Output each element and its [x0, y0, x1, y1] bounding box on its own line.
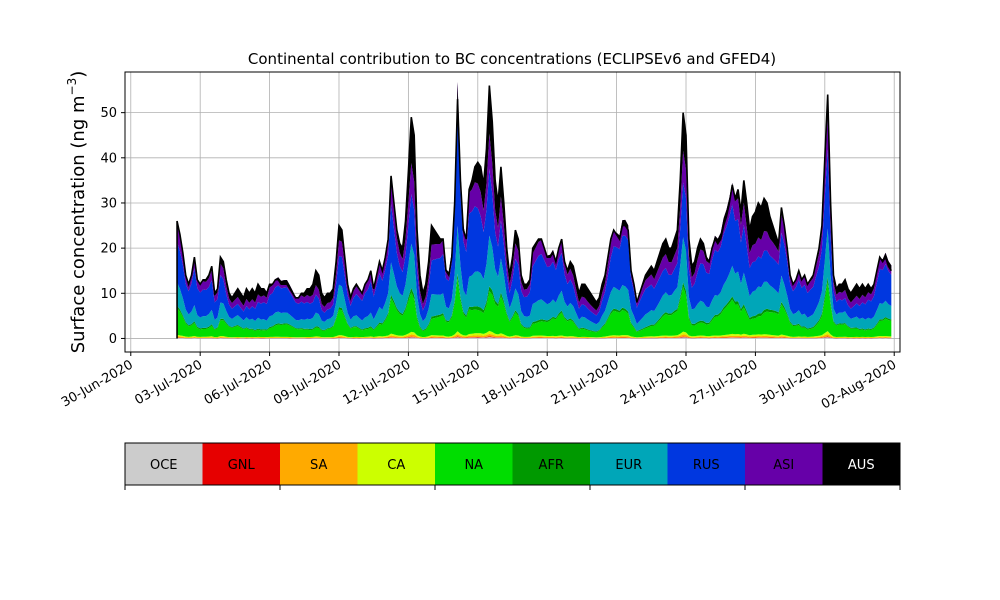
x-tick-label: 18-Jul-2020: [479, 357, 552, 408]
x-tick-label: 09-Jul-2020: [271, 357, 344, 408]
area-ca: [177, 330, 892, 338]
y-axis-ticks: 0 10 20 30 40 50: [100, 106, 125, 347]
y-tick-label: 20: [100, 242, 117, 257]
x-tick-label: 27-Jul-2020: [688, 357, 761, 408]
stacked-areas: [177, 82, 892, 339]
legend-label-oce: OCE: [150, 458, 178, 473]
legend-colorbar: OCE GNL SA CA NA AFR EUR RUS ASI AUS: [124, 442, 901, 490]
x-tick-label: 15-Jul-2020: [410, 357, 483, 408]
y-tick-label: 40: [100, 151, 117, 166]
legend-swatch-oce: [125, 443, 203, 485]
area-gnl: [177, 336, 892, 339]
y-tick-label: 10: [100, 287, 117, 302]
legend-label-asi: ASI: [773, 458, 794, 473]
x-axis-ticks: 30-Jun-202003-Jul-202006-Jul-202009-Jul-…: [59, 352, 899, 413]
area-oce: [177, 337, 892, 339]
y-axis-label: Surface concentration (ng m−3): [65, 71, 89, 354]
x-tick-label: 03-Jul-2020: [132, 357, 205, 408]
legend-swatch-na: [435, 443, 513, 485]
x-tick-label: 30-Jun-2020: [59, 357, 136, 410]
legend-frame: [124, 442, 901, 486]
area-rus: [177, 115, 892, 325]
area-asi: [177, 82, 892, 316]
legend-label-aus: AUS: [848, 458, 875, 473]
y-tick-label: 30: [100, 196, 117, 211]
x-tick-label: 06-Jul-2020: [202, 357, 275, 408]
x-tick-label: 02-Aug-2020: [819, 357, 899, 412]
total-concentration-line: [176, 85, 892, 339]
legend-label-rus: RUS: [693, 458, 720, 473]
x-tick-label: 12-Jul-2020: [341, 357, 414, 408]
x-tick-label: 21-Jul-2020: [549, 357, 622, 408]
x-tick-label: 24-Jul-2020: [618, 357, 691, 408]
plot-frame: [124, 71, 901, 353]
y-tick-label: 0: [109, 332, 117, 347]
legend-label-ca: CA: [387, 458, 405, 473]
y-tick-label: 50: [100, 106, 117, 121]
legend-label-afr: AFR: [539, 458, 564, 473]
legend-swatch-rus: [667, 443, 745, 485]
legend-swatch-eur: [590, 443, 668, 485]
area-eur: [177, 225, 892, 332]
area-na: [177, 278, 892, 338]
legend-swatch-afr: [512, 443, 590, 485]
legend-label-gnl: GNL: [228, 458, 256, 473]
legend-label-sa: SA: [310, 458, 327, 473]
legend-swatch-ca: [357, 443, 435, 485]
area-sa: [177, 333, 892, 339]
plot-area: 0 10 20 30 40 50 30-Jun-202003-Jul-202006-Jul…: [59, 71, 901, 413]
legend-swatch-sa: [280, 443, 358, 485]
legend-swatch-gnl: [202, 443, 280, 485]
legend-label-eur: EUR: [615, 458, 642, 473]
chart-title: Continental contribution to BC concentra…: [248, 50, 776, 68]
legend-swatch-asi: [745, 443, 823, 485]
legend-swatch-aus: [822, 443, 900, 485]
legend-label-na: NA: [464, 458, 483, 473]
